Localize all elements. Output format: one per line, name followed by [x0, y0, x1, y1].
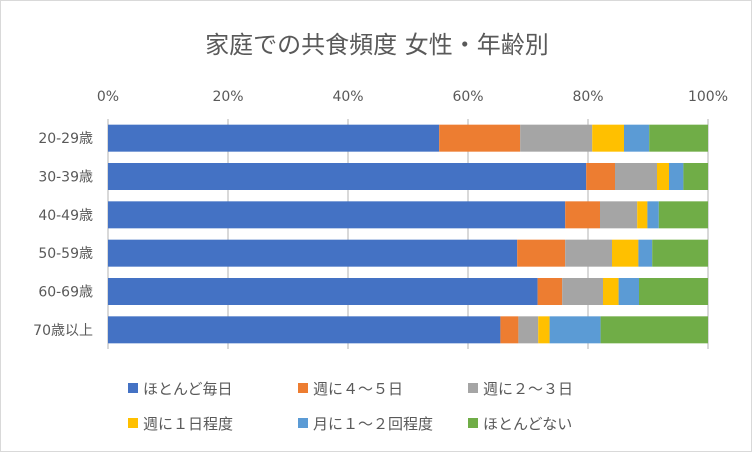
- bar-segment: [562, 278, 603, 305]
- bar-segment: [649, 124, 708, 152]
- bar-segment: [603, 278, 619, 305]
- bar-segment: [517, 239, 566, 267]
- bar-segment: [612, 239, 639, 267]
- legend-swatch: [128, 418, 138, 428]
- bar-segment: [658, 201, 708, 229]
- bar-segment: [647, 201, 659, 229]
- bar-segment: [624, 124, 650, 152]
- bar-segment: [592, 124, 624, 152]
- bar-segment: [108, 316, 501, 344]
- legend-label: 週に１日程度: [143, 415, 233, 433]
- x-tick-label: 60%: [452, 89, 483, 105]
- chart-title: 家庭での共食頻度 女性・年齢別: [205, 31, 549, 59]
- bar-segment: [618, 278, 639, 305]
- bar-segment: [639, 278, 708, 305]
- category-label: 20-29歳: [38, 131, 93, 147]
- category-label: 60-69歳: [38, 285, 93, 301]
- legend-label: 週に４～５日: [313, 380, 403, 398]
- bar-segment: [108, 239, 518, 267]
- legend-swatch: [128, 383, 138, 393]
- bar-segment: [518, 316, 539, 344]
- legend-label: ほとんどない: [483, 415, 572, 433]
- bar-segment: [615, 163, 657, 190]
- bar-segment: [108, 163, 587, 190]
- bar-segment: [652, 239, 708, 267]
- category-label: 30-39歳: [38, 170, 93, 186]
- bar-segment: [600, 201, 638, 229]
- bar-segment: [565, 239, 612, 267]
- bar-segment: [638, 239, 653, 267]
- bar-segment: [683, 163, 708, 190]
- bar-segment: [537, 278, 563, 305]
- bar-segment: [549, 316, 601, 344]
- x-tick-label: 100%: [688, 89, 728, 105]
- bar-segment: [600, 316, 708, 344]
- legend-label: ほとんど毎日: [143, 380, 233, 398]
- legend-swatch: [298, 383, 308, 393]
- legend-label: 週に２～３日: [483, 380, 573, 398]
- bar-segment: [637, 201, 648, 229]
- bar-segment: [439, 124, 521, 152]
- bar-segment: [669, 163, 684, 190]
- bar-segment: [586, 163, 615, 190]
- category-label: 40-49歳: [38, 208, 93, 224]
- category-label: 50-59歳: [38, 246, 93, 262]
- x-tick-label: 80%: [572, 89, 603, 105]
- bar-segment: [657, 163, 669, 190]
- bar-segment: [565, 201, 600, 229]
- x-tick-label: 0%: [97, 89, 119, 105]
- bar-segment: [520, 124, 593, 152]
- legend-swatch: [468, 383, 478, 393]
- bar-segment: [538, 316, 550, 344]
- bar-segment: [108, 124, 440, 152]
- legend-swatch: [468, 418, 478, 428]
- bar-segment: [108, 278, 538, 305]
- legend-label: 月に１～２回程度: [313, 415, 433, 433]
- x-tick-label: 40%: [332, 89, 363, 105]
- bar-segment: [500, 316, 519, 344]
- x-tick-label: 20%: [212, 89, 243, 105]
- category-label: 70歳以上: [33, 323, 93, 339]
- bar-segment: [108, 201, 566, 229]
- legend-swatch: [298, 418, 308, 428]
